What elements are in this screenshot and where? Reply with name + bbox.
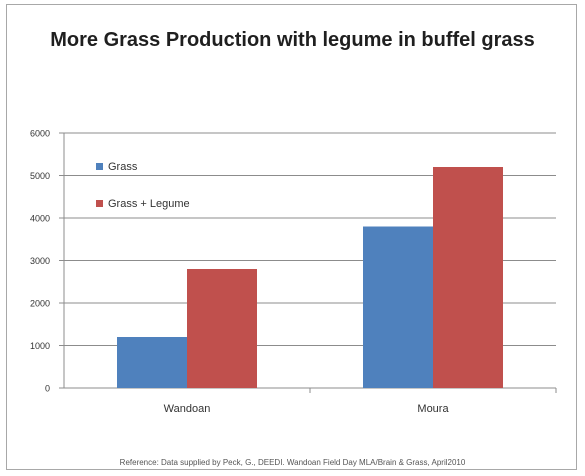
reference-note: Reference: Data supplied by Peck, G., DE…: [119, 458, 466, 467]
x-tick-label: Moura: [417, 403, 449, 415]
bar-grass-legume-wandoan: [187, 269, 257, 388]
y-tick-label: 6000: [30, 129, 50, 139]
bar-grass-legume-moura: [433, 167, 503, 388]
legend-swatch: [96, 200, 103, 207]
x-tick-label: Wandoan: [164, 403, 211, 415]
bar-grass-moura: [363, 226, 433, 388]
bar-grass-wandoan: [117, 337, 187, 388]
y-tick-label: 2000: [30, 299, 50, 309]
y-tick-label: 3000: [30, 256, 50, 266]
y-tick-label: 1000: [30, 341, 50, 351]
y-tick-label: 4000: [30, 214, 50, 224]
chart-title: More Grass Production with legume in buf…: [50, 29, 535, 51]
y-tick-label: 0: [45, 384, 50, 394]
legend-label: Grass: [108, 161, 138, 173]
legend-swatch: [96, 163, 103, 170]
y-tick-label: 5000: [30, 171, 50, 181]
legend-label: Grass + Legume: [108, 198, 190, 210]
